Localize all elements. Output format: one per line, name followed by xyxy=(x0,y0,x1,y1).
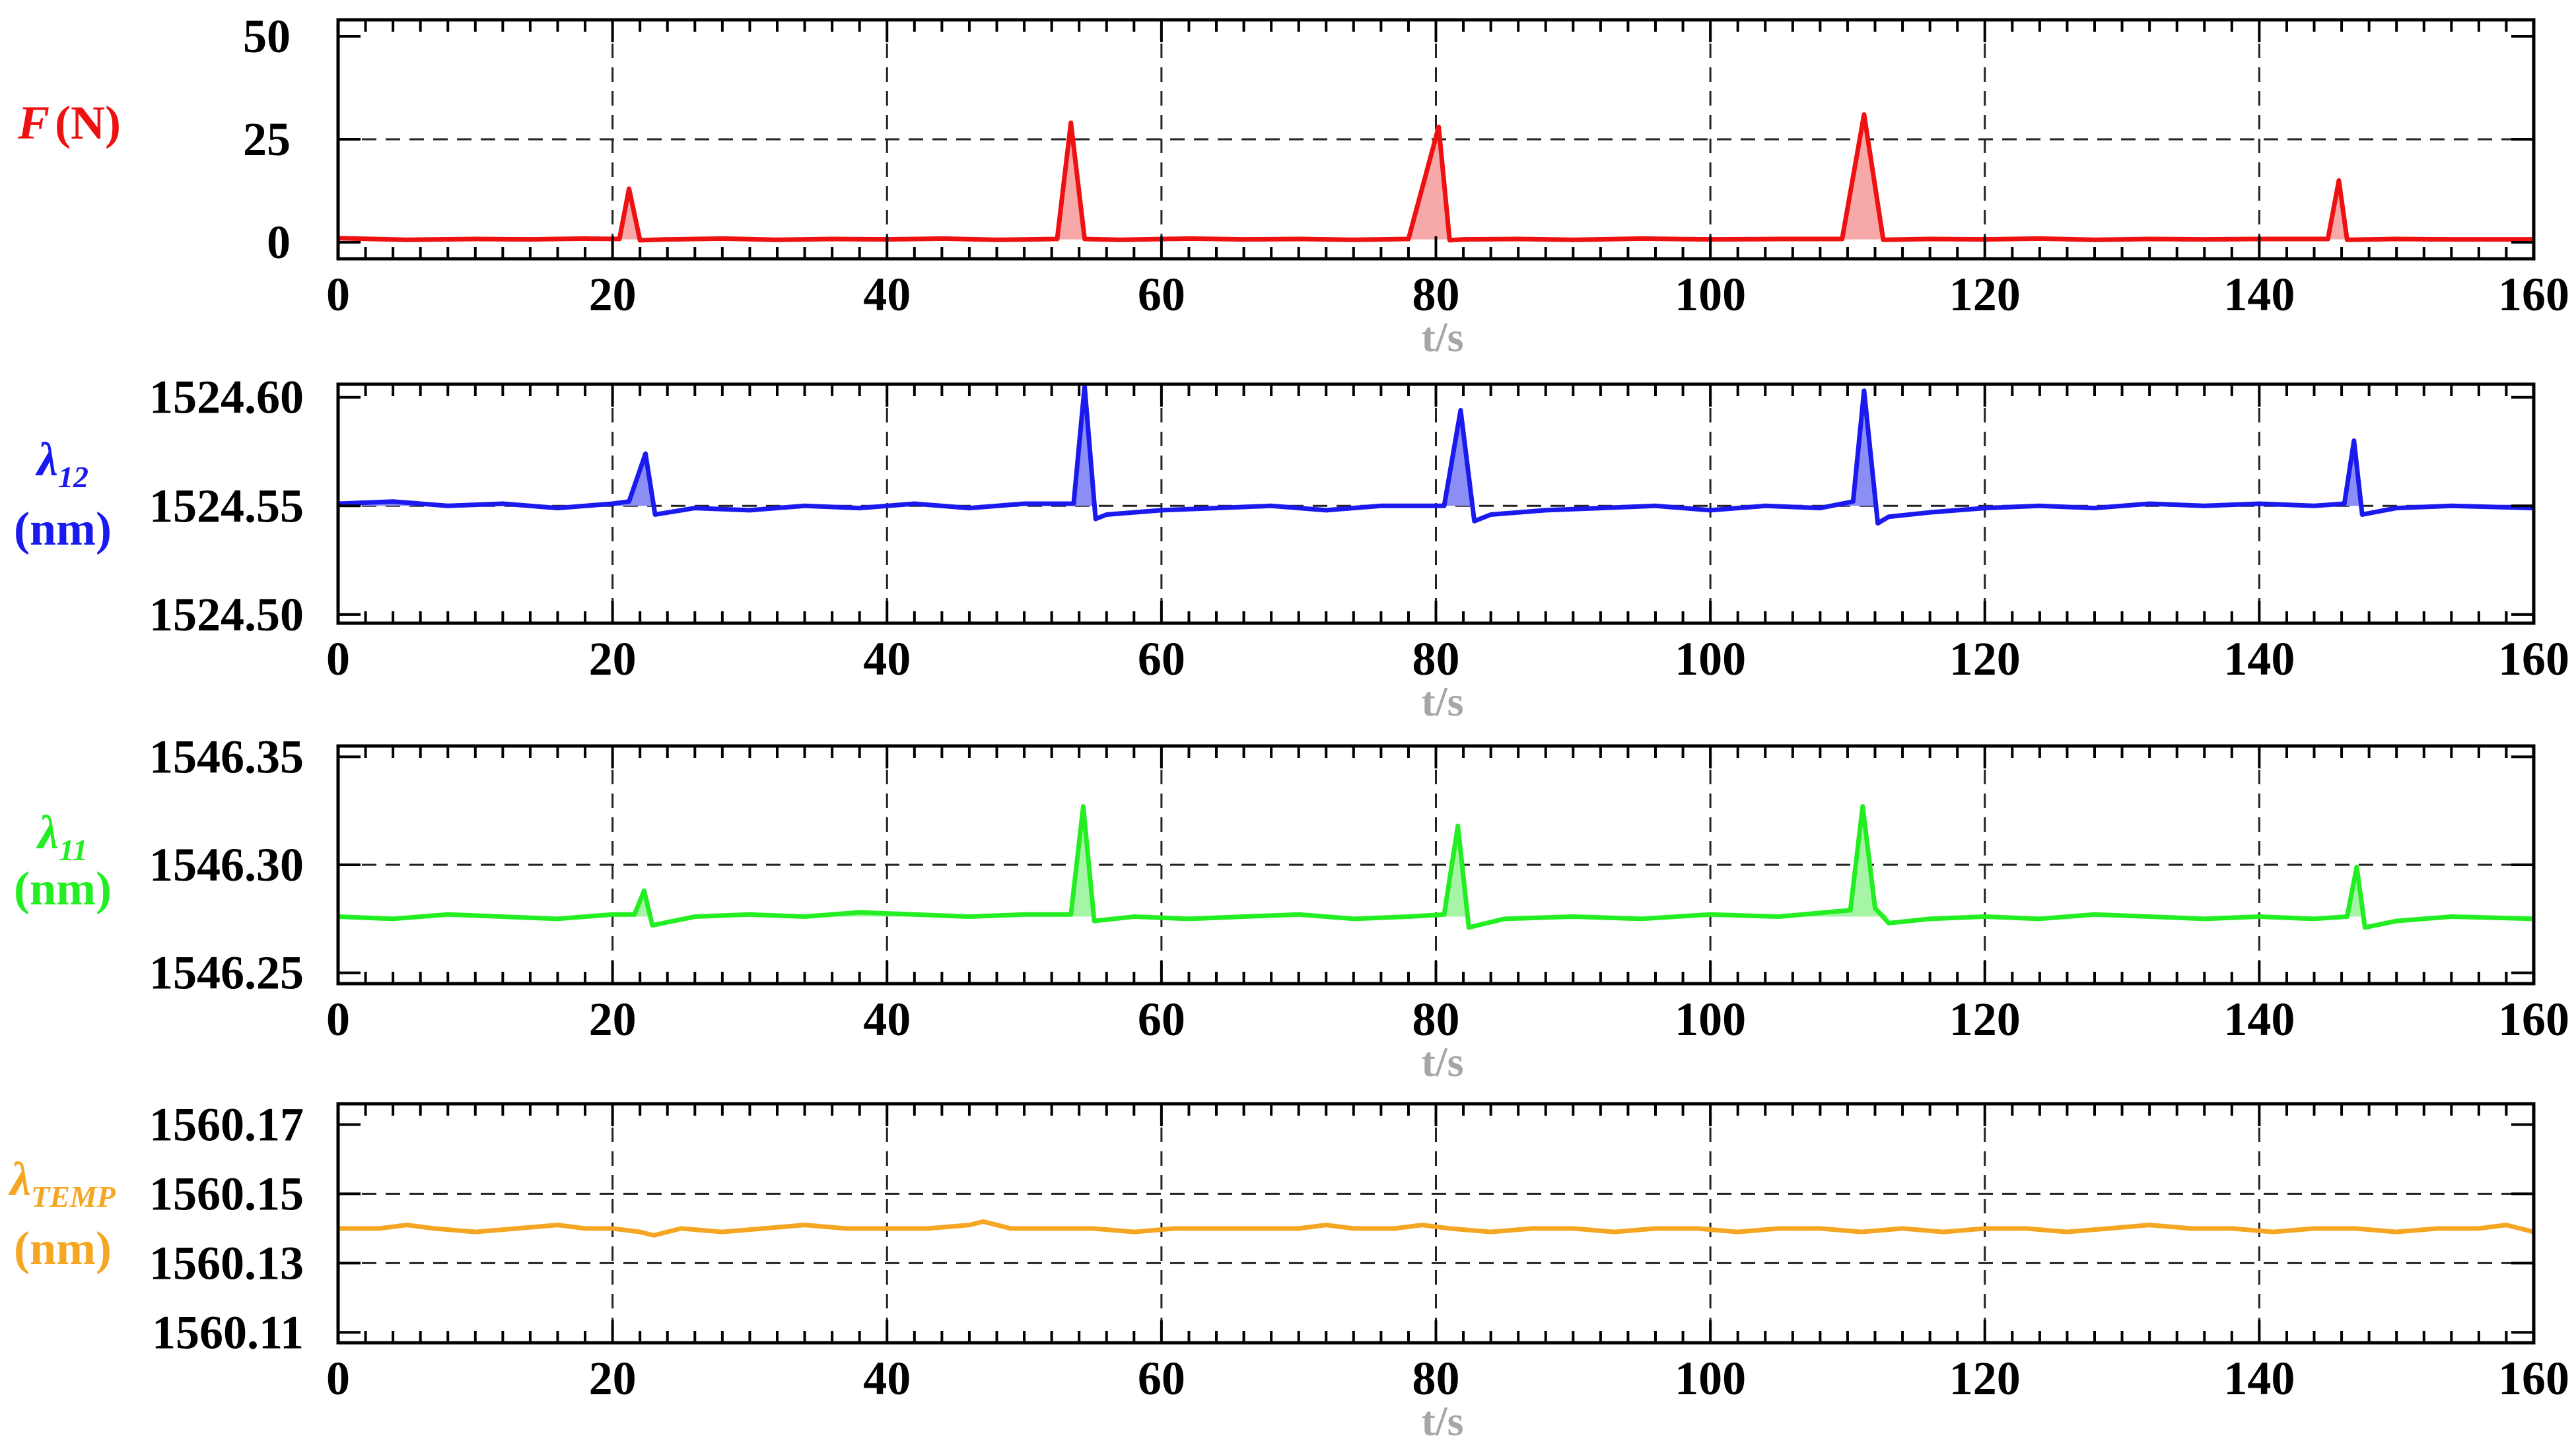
x-tick-label: 120 xyxy=(1949,268,2021,321)
y-tick-label: 1560.11 xyxy=(152,1306,304,1359)
y-tick-label: 25 xyxy=(243,113,291,166)
y-tick-label: 1524.55 xyxy=(149,479,304,532)
x-axis-label: t/s xyxy=(1422,314,1464,360)
y-axis-symbol: F xyxy=(17,96,50,149)
x-tick-label: 160 xyxy=(2498,268,2569,321)
x-tick-label: 40 xyxy=(863,632,911,685)
x-tick-label: 80 xyxy=(1412,268,1460,321)
x-tick-label: 140 xyxy=(2223,268,2295,321)
y-tick-label: 1560.13 xyxy=(149,1236,304,1289)
y-axis-unit: (nm) xyxy=(14,502,112,555)
chart-panel-2: 1524.50 1524.55 1524.60 0 20 40 60 80 100 120 140 1… xyxy=(14,371,2569,725)
y-tick-label: 1560.17 xyxy=(149,1098,304,1151)
chart-panel-3: 1546.25 1546.30 1546.35 0 20 40 60 80 100 120 140 1… xyxy=(14,730,2569,1085)
x-tick-label: 0 xyxy=(326,268,350,321)
x-tick-label: 100 xyxy=(1675,993,1746,1046)
x-tick-label: 100 xyxy=(1675,1352,1746,1405)
x-tick-label: 20 xyxy=(589,993,637,1046)
x-tick-label: 140 xyxy=(2223,993,2295,1046)
x-tick-label: 140 xyxy=(2223,632,2295,685)
series-line xyxy=(337,804,2534,930)
x-tick-label: 120 xyxy=(1949,1352,2021,1405)
y-axis-symbol: λ xyxy=(35,433,58,486)
x-tick-label: 140 xyxy=(2223,1352,2295,1405)
x-tick-label: 40 xyxy=(863,268,911,321)
x-tick-label: 0 xyxy=(326,1352,350,1405)
y-tick-label: 1546.30 xyxy=(149,838,304,891)
x-tick-label: 80 xyxy=(1412,993,1460,1046)
series-area-fill xyxy=(338,114,2534,240)
x-tick-label: 40 xyxy=(863,993,911,1046)
y-tick-label: 50 xyxy=(243,10,291,63)
y-tick-label: 1546.25 xyxy=(149,947,304,999)
series-line xyxy=(337,384,2534,526)
series-line xyxy=(338,1219,2534,1238)
x-tick-label: 100 xyxy=(1675,268,1746,321)
x-tick-label: 160 xyxy=(2498,1352,2569,1405)
x-axis-label: t/s xyxy=(1422,1398,1464,1444)
series-line xyxy=(337,112,2534,243)
chart-panel-1: 0 25 50 0 20 40 60 80 100 120 140 160 t/s F (N) xyxy=(17,10,2569,360)
y-axis-label: λ11 xyxy=(36,806,87,867)
y-tick-label: 1524.50 xyxy=(149,588,304,641)
y-axis-subscript: 11 xyxy=(59,833,87,867)
x-axis-label: t/s xyxy=(1422,678,1464,725)
chart-panel-4: 1560.11 1560.13 1560.15 1560.17 0 20 40 60 80 100… xyxy=(8,1098,2569,1444)
y-axis-label: F (N) xyxy=(17,96,121,149)
x-tick-label: 120 xyxy=(1949,632,2021,685)
y-axis-unit: (nm) xyxy=(14,862,112,915)
y-tick-label: 1560.15 xyxy=(149,1167,304,1220)
y-axis-unit: (nm) xyxy=(14,1222,112,1275)
x-tick-label: 60 xyxy=(1138,1352,1185,1405)
x-tick-label: 160 xyxy=(2498,993,2569,1046)
x-tick-label: 60 xyxy=(1138,993,1185,1046)
x-tick-label: 0 xyxy=(326,993,350,1046)
y-axis-subscript: TEMP xyxy=(31,1180,116,1213)
y-tick-label: 0 xyxy=(267,216,291,269)
x-tick-label: 20 xyxy=(589,1352,637,1405)
x-tick-label: 40 xyxy=(863,1352,911,1405)
x-tick-label: 20 xyxy=(589,632,637,685)
y-axis-unit: (N) xyxy=(55,96,121,149)
x-tick-label: 160 xyxy=(2498,632,2569,685)
y-axis-subscript: 12 xyxy=(58,460,88,494)
x-tick-label: 80 xyxy=(1412,1352,1460,1405)
y-axis-label: λ12 xyxy=(35,433,88,494)
x-tick-label: 60 xyxy=(1138,268,1185,321)
x-tick-label: 100 xyxy=(1675,632,1746,685)
x-tick-label: 20 xyxy=(589,268,637,321)
x-tick-label: 0 xyxy=(326,632,350,685)
y-axis-symbol: λ xyxy=(36,806,59,859)
x-tick-label: 80 xyxy=(1412,632,1460,685)
x-tick-label: 60 xyxy=(1138,632,1185,685)
x-tick-label: 120 xyxy=(1949,993,2021,1046)
y-axis-symbol: λ xyxy=(8,1153,31,1205)
x-axis-label: t/s xyxy=(1422,1038,1464,1085)
y-axis-label: λTEMP xyxy=(8,1153,116,1213)
y-tick-label: 1546.35 xyxy=(149,730,304,783)
y-tick-label: 1524.60 xyxy=(149,371,304,424)
